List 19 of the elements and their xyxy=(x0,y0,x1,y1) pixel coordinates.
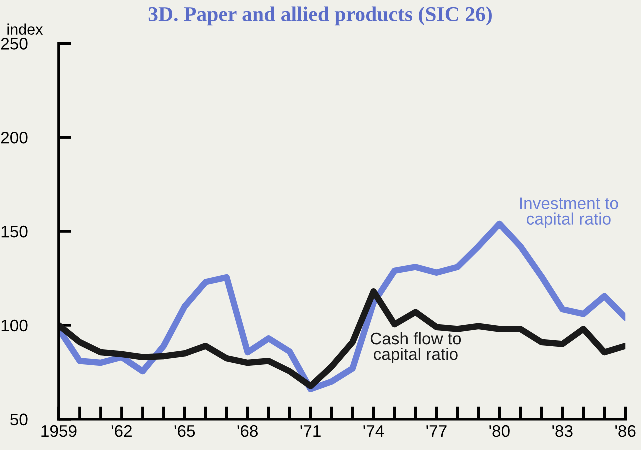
x-tick-label: '83 xyxy=(552,425,573,438)
x-tick-label: '74 xyxy=(364,426,384,438)
y-tick-label: 250 xyxy=(1,38,28,50)
y-tick-label: 150 xyxy=(2,226,28,238)
x-tick-label: '62 xyxy=(112,425,132,438)
x-tick-label: '65 xyxy=(174,425,196,438)
x-tick-label: 1959 xyxy=(42,425,77,438)
x-tick-label: '80 xyxy=(490,425,510,438)
x-tick-label: '68 xyxy=(238,425,258,438)
series-label: Investment to capital ratio xyxy=(520,198,618,228)
y-tick-label: 100 xyxy=(2,320,28,332)
y-tick-label: 50 xyxy=(10,414,28,426)
x-tick-label: '77 xyxy=(426,426,447,438)
y-tick-label: 200 xyxy=(1,132,28,144)
chart-title: 3D. Paper and allied products (SIC 26) xyxy=(148,6,492,26)
x-tick-label: '71 xyxy=(300,426,321,438)
y-axis-title: index xyxy=(8,24,44,35)
series-label: Cash flow to capital ratio xyxy=(370,332,462,364)
x-tick-label: '86 xyxy=(616,425,636,438)
